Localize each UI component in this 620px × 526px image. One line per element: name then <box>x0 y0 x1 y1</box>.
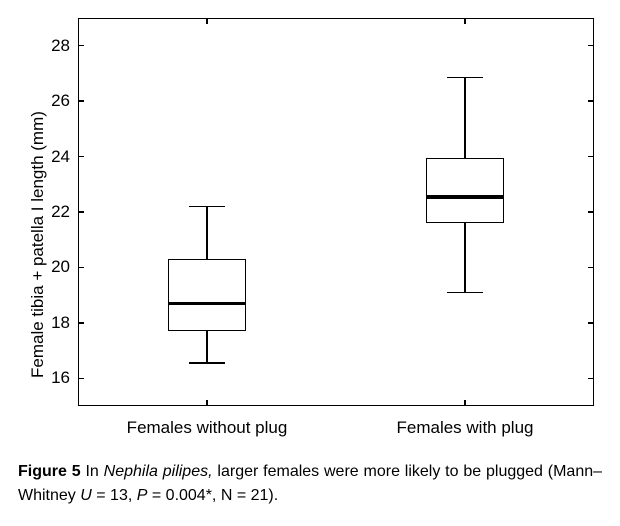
y-tick-mark <box>588 322 594 324</box>
y-axis-label: Female tibia + patella I length (mm) <box>28 111 48 378</box>
y-tick-label: 26 <box>51 91 70 111</box>
y-tick-label: 24 <box>51 147 70 167</box>
y-tick-mark <box>588 267 594 269</box>
x-tick-mark <box>206 400 208 406</box>
y-tick-label: 22 <box>51 202 70 222</box>
whisker-lower <box>206 331 207 363</box>
y-tick-mark <box>588 211 594 213</box>
y-tick-mark <box>78 211 84 213</box>
y-tick-label: 16 <box>51 368 70 388</box>
stat-U-value: = 13, <box>96 487 132 504</box>
x-tick-mark <box>464 18 466 24</box>
whisker-cap-upper <box>447 77 483 78</box>
stat-P-symbol: P <box>137 487 148 504</box>
whisker-upper <box>206 206 207 259</box>
whisker-cap-upper <box>189 206 225 207</box>
median-line <box>168 302 245 306</box>
y-tick-mark <box>78 100 84 102</box>
category-label: Females with plug <box>396 418 533 438</box>
plot-area <box>78 18 594 406</box>
figure-caption: Figure 5 In Nephila pilipes, larger fema… <box>18 460 602 508</box>
y-tick-label: 18 <box>51 313 70 333</box>
y-tick-mark <box>588 45 594 47</box>
whisker-cap-lower <box>447 292 483 293</box>
caption-text-1: In <box>85 463 98 480</box>
y-tick-mark <box>78 45 84 47</box>
whisker-cap-lower <box>189 362 225 363</box>
x-tick-mark <box>464 400 466 406</box>
y-tick-label: 20 <box>51 257 70 277</box>
y-tick-mark <box>78 378 84 380</box>
median-line <box>426 195 503 199</box>
y-tick-mark <box>588 100 594 102</box>
y-tick-mark <box>588 156 594 158</box>
whisker-upper <box>464 78 465 158</box>
species-name: Nephila pilipes, <box>104 463 213 480</box>
whisker-lower <box>464 223 465 292</box>
box <box>426 158 503 223</box>
stat-U-symbol: U <box>80 487 92 504</box>
y-tick-mark <box>78 267 84 269</box>
figure-container: Female tibia + patella I length (mm) 16 1… <box>0 0 620 526</box>
y-tick-mark <box>588 378 594 380</box>
box <box>168 259 245 331</box>
figure-number: Figure 5 <box>18 463 81 480</box>
y-tick-mark <box>78 322 84 324</box>
stat-P-value: = 0.004*, N = 21). <box>152 487 278 504</box>
x-tick-mark <box>206 18 208 24</box>
category-label: Females without plug <box>127 418 288 438</box>
y-tick-label: 28 <box>51 36 70 56</box>
y-tick-mark <box>78 156 84 158</box>
